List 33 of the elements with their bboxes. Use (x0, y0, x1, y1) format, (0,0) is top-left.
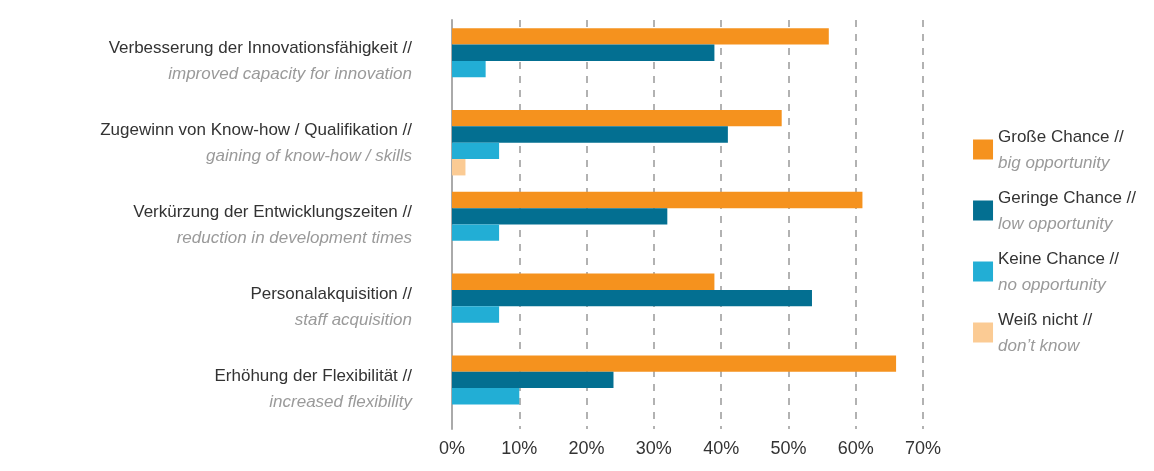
bar (452, 142, 500, 160)
x-tick-label: 20% (568, 438, 605, 458)
bar (452, 306, 500, 323)
x-tick-label: 60% (837, 438, 874, 458)
bar (452, 371, 614, 389)
bar (452, 159, 466, 176)
x-tick-label: 10% (501, 438, 538, 458)
y-tick-label: Verkürzung der Entwicklungszeiten // reduction in development times (133, 202, 413, 247)
x-tick-label: 40% (703, 438, 740, 458)
bar (452, 355, 897, 372)
bar (452, 60, 486, 78)
legend-label: Große Chance // big opportunity (998, 127, 1124, 172)
bar (452, 224, 500, 241)
bar (452, 273, 715, 290)
y-tick-label: Verbesserung der Innovationsfähigkeit // improved capacity for innovation (108, 38, 413, 84)
bar (452, 126, 728, 143)
y-tick-label: Personalakquisition // staff acquisition (250, 283, 413, 329)
legend-label: Weiß nicht // don’t know (998, 310, 1093, 355)
bar (452, 208, 668, 225)
x-tick-label: 0% (438, 438, 466, 458)
bar (452, 28, 829, 45)
y-tick-label: Zugewinn von Know-how / Qualifikation // gaining of know-how / skills (100, 120, 413, 166)
bar (452, 191, 863, 209)
x-tick-label: 70% (904, 438, 942, 458)
bar (452, 289, 812, 307)
x-tick-label: 30% (635, 438, 672, 458)
bar (452, 109, 782, 127)
legend-label: Keine Chance // no opportunity (998, 249, 1120, 294)
y-tick-label: Erhöhung der Flexibilität // increased flexibility (214, 365, 414, 411)
bar (452, 44, 715, 61)
legend-label: Geringe Chance // low opportunity (998, 188, 1137, 233)
bar (452, 388, 520, 405)
x-tick-label: 50% (770, 438, 807, 458)
